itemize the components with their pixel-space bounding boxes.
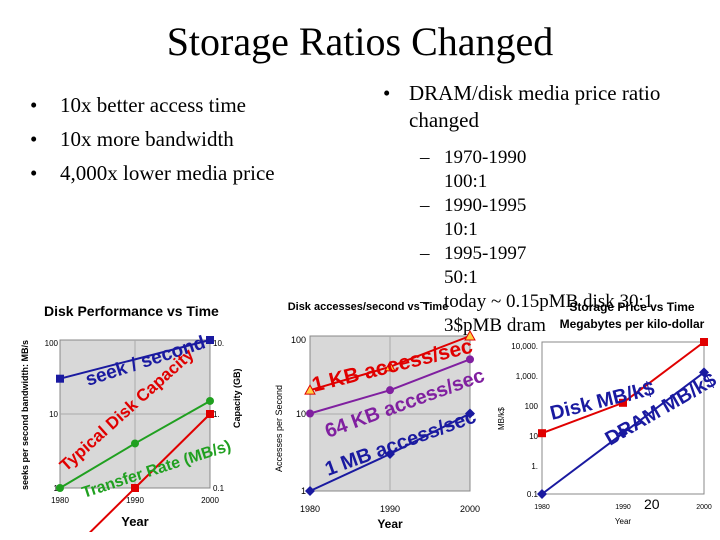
sub-bullet-list: 1970-1990 100:1 1990-1995 10:1 1995-1997… xyxy=(420,146,653,338)
x-axis-label: Year xyxy=(121,514,148,529)
y-tick: 10 xyxy=(529,432,538,441)
y-axis-label-left: seeks per second bandwidth: MB/s xyxy=(20,340,30,490)
y-tick: 1,000. xyxy=(516,372,538,381)
data-point xyxy=(700,338,708,346)
y-tick-left: 100 xyxy=(45,339,59,348)
data-point xyxy=(464,329,476,341)
y-tick: 10,000. xyxy=(511,342,538,351)
slide-number: 20 xyxy=(644,496,660,512)
disk-accesses-chart: Disk accesses/second vs Time Accesses pe… xyxy=(274,301,488,531)
sub-bullet-period: 1970-1990 xyxy=(420,146,653,170)
sub-bullet-value: 100:1 xyxy=(444,171,488,192)
data-point xyxy=(618,428,628,439)
y-tick-right: 10. xyxy=(213,339,224,348)
data-point xyxy=(538,429,546,438)
right-bullet-text: DRAM/disk media price ratio changed xyxy=(383,80,703,134)
x-tick: 1990 xyxy=(126,496,144,505)
y-axis-label-right: Capacity (GB) xyxy=(232,368,242,428)
data-point xyxy=(304,384,316,395)
data-point xyxy=(131,439,139,448)
chart-subtitle: Megabytes per kilo-dollar xyxy=(560,317,705,331)
sub-bullet-period: 1995-1997 xyxy=(420,242,653,266)
left-bullet: 10x more bandwidth xyxy=(30,122,275,156)
sub-bullet-period: 1990-1995 xyxy=(420,194,653,218)
plot-area xyxy=(541,341,705,495)
y-tick: 1 xyxy=(301,486,306,496)
data-point xyxy=(385,449,395,460)
y-tick: 0.1 xyxy=(527,490,539,499)
slide-title: Storage Ratios Changed xyxy=(166,19,554,64)
y-axis-label: Accesses per Second xyxy=(274,385,284,472)
x-tick: 1990 xyxy=(615,504,631,511)
y-tick: 10 xyxy=(296,409,306,419)
y-tick-right: 0.1 xyxy=(213,484,225,493)
data-point xyxy=(206,396,214,405)
x-tick: 2000 xyxy=(696,504,712,511)
left-bullet-list: 10x better access time 10x more bandwidt… xyxy=(30,88,275,190)
data-point xyxy=(305,486,315,496)
y-tick: 100 xyxy=(525,402,539,411)
right-bullet: DRAM/disk media price ratio changed xyxy=(383,80,703,134)
x-tick: 1980 xyxy=(300,504,320,514)
x-tick: 1990 xyxy=(380,504,400,514)
left-bullet: 10x better access time xyxy=(30,88,275,122)
data-point xyxy=(56,374,64,383)
data-point xyxy=(56,484,64,492)
data-point xyxy=(306,409,314,418)
x-tick: 1980 xyxy=(534,504,550,511)
data-point xyxy=(384,360,396,372)
y-axis-label: MB/k$ xyxy=(497,407,506,430)
y-tick: 100 xyxy=(291,335,306,345)
disk-performance-chart: Disk Performance vs Time seeks per secon… xyxy=(20,303,242,532)
y-tick: 1. xyxy=(531,462,538,471)
x-tick: 2000 xyxy=(201,496,219,505)
x-tick: 2000 xyxy=(460,504,480,514)
chart-title: Storage Price vs Time xyxy=(569,300,695,314)
series-line xyxy=(59,339,211,380)
chart-title: Disk accesses/second vs Time xyxy=(288,301,449,313)
data-point xyxy=(386,386,394,395)
sub-bullet-value: 50:1 xyxy=(444,267,478,288)
sub-bullet-value: 3$pMB dram xyxy=(444,315,546,336)
storage-price-chart: Storage Price vs Time Megabytes per kilo… xyxy=(497,300,718,526)
data-point xyxy=(206,336,214,344)
x-axis-label: Year xyxy=(377,517,403,531)
y-tick-left: 10 xyxy=(49,410,58,419)
chart-title: Disk Performance vs Time xyxy=(44,303,219,319)
y-tick-right: 1. xyxy=(213,410,220,419)
data-point xyxy=(466,355,474,364)
data-point xyxy=(619,398,627,407)
data-point xyxy=(465,408,475,419)
left-bullet: 4,000x lower media price xyxy=(30,156,275,190)
data-point xyxy=(699,367,709,378)
x-axis-label: Year xyxy=(615,517,632,526)
x-tick: 1980 xyxy=(51,496,69,505)
data-point xyxy=(131,484,139,492)
sub-bullet-value: 10:1 xyxy=(444,219,478,240)
data-point xyxy=(537,489,547,499)
data-point xyxy=(206,410,214,418)
sub-bullet-period: today ~ 0.15pMB disk 30:1 xyxy=(420,290,653,314)
